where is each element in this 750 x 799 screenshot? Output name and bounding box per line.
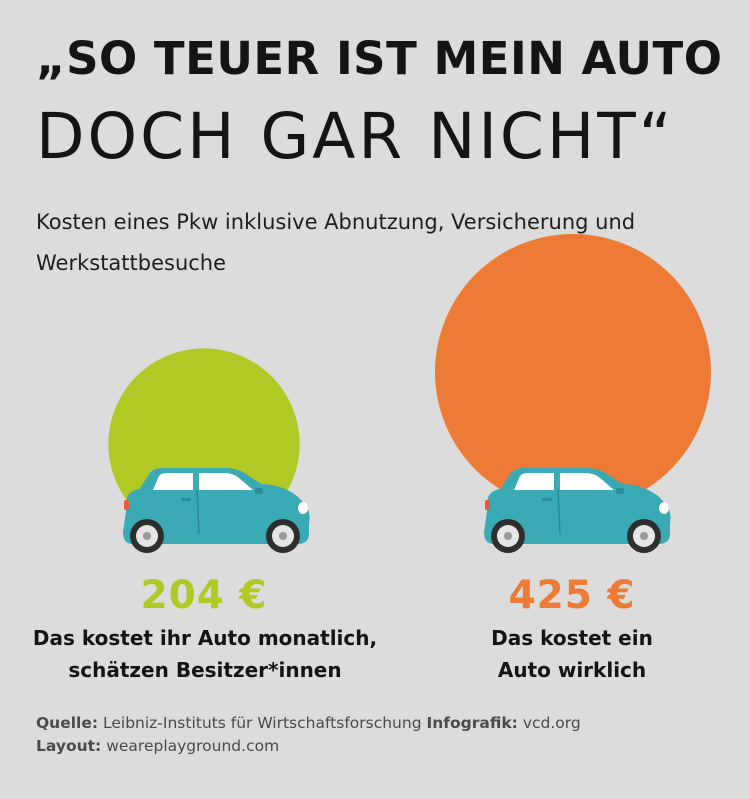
- graphic-label: Infografik:: [426, 714, 518, 732]
- car-body: [123, 484, 310, 544]
- headline-line2: DOCH GAR NICHT“: [36, 100, 675, 173]
- car-hub: [143, 532, 151, 540]
- car-handle: [542, 498, 552, 501]
- car-handle: [181, 498, 191, 501]
- footer-credits-line2: Layout: weareplayground.com: [36, 735, 726, 757]
- car-hub: [640, 532, 648, 540]
- car-window-front: [199, 473, 253, 490]
- car-mirror: [616, 488, 624, 494]
- label-estimate-line1: Das kostet ihr Auto monatlich,: [32, 626, 378, 650]
- subtitle: Kosten eines Pkw inklusive Abnutzung, Ve…: [36, 210, 636, 275]
- layout-text: weareplayground.com: [106, 737, 280, 755]
- car-headlight: [659, 502, 669, 514]
- car-hub: [504, 532, 512, 540]
- car-icon-actual: [484, 468, 671, 553]
- footer-credits-line1: Quelle: Leibniz-Instituts für Wirtschaft…: [36, 712, 726, 734]
- car-mirror: [255, 488, 263, 494]
- car-taillight: [124, 500, 129, 510]
- label-estimate: Das kostet ihr Auto monatlich, schätzen …: [20, 622, 390, 686]
- car-door-line: [196, 489, 200, 535]
- car-hub: [279, 532, 287, 540]
- car-window-rear: [514, 473, 554, 490]
- car-door-line: [557, 489, 561, 535]
- label-estimate-line2: schätzen Besitzer*innen: [68, 658, 342, 682]
- value-label-estimate: 204 €: [140, 573, 268, 618]
- car-body: [484, 484, 671, 544]
- car-headlight: [298, 502, 308, 514]
- bubble-actual: [435, 234, 711, 510]
- label-actual-line1: Das kostet ein: [491, 626, 653, 650]
- graphic-text: vcd.org: [522, 714, 581, 732]
- layout-label: Layout:: [36, 737, 102, 755]
- car-taillight: [485, 500, 490, 510]
- label-actual: Das kostet ein Auto wirklich: [422, 622, 722, 686]
- value-label-actual: 425 €: [508, 573, 636, 618]
- source-label: Quelle:: [36, 714, 99, 732]
- label-actual-line2: Auto wirklich: [497, 658, 647, 682]
- car-window-rear: [153, 473, 193, 490]
- car-window-front: [560, 473, 614, 490]
- source-text: Leibniz-Instituts für Wirtschaftsforschu…: [103, 714, 422, 732]
- car-icon-estimate: [123, 468, 310, 553]
- headline-line1: „SO TEUER IST MEIN AUTO: [36, 32, 723, 85]
